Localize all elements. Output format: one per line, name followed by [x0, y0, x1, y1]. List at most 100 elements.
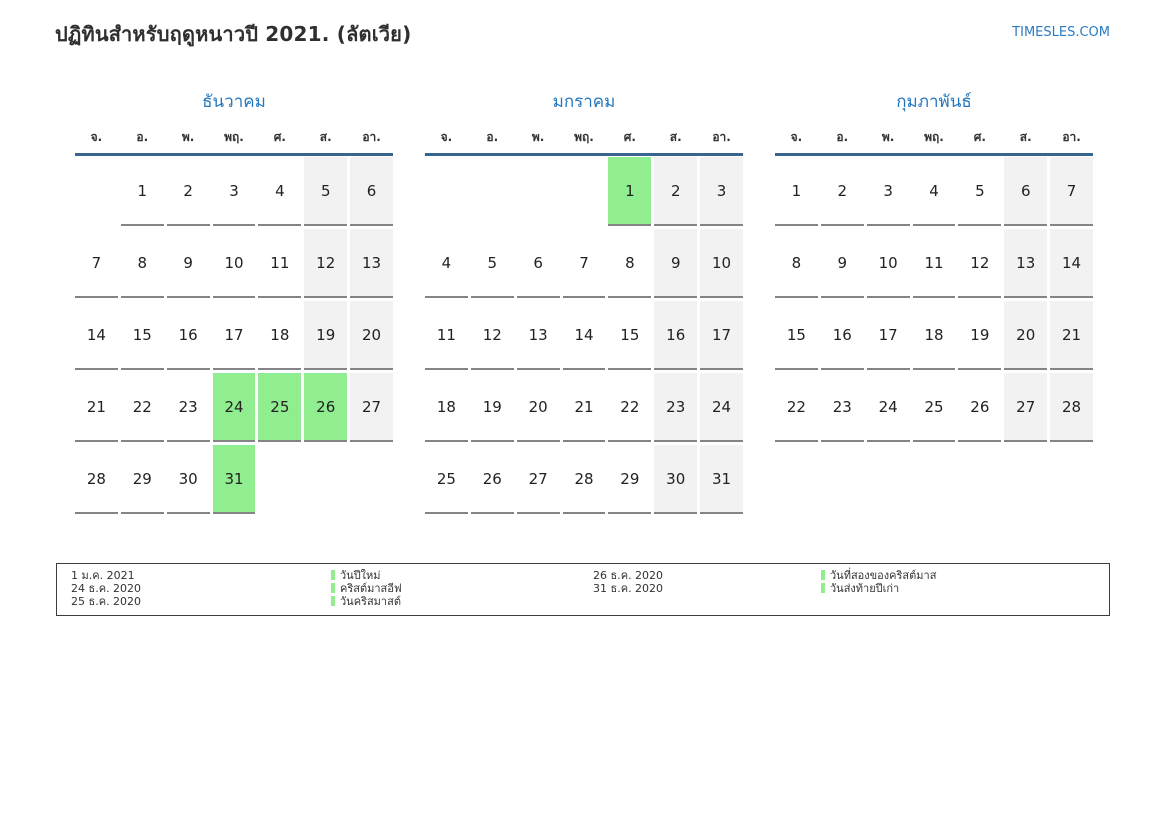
legend-date: 26 ธ.ค. 2020 — [593, 569, 664, 582]
day-cell: 10 — [212, 229, 256, 298]
day-cell: 13 — [516, 301, 560, 370]
legend-holiday-label: วันส่งท้ายปีเก่า — [830, 582, 900, 595]
day-cell: 9 — [166, 229, 210, 298]
day-cell: 24 — [212, 373, 256, 442]
day-cell: 31 — [700, 445, 743, 514]
weekday-label: ส. — [1019, 130, 1032, 144]
day-cell: 31 — [212, 445, 256, 514]
day-cell: 7 — [562, 229, 606, 298]
weekday-label: พฤ. — [224, 130, 244, 144]
day-cell: 6 — [350, 157, 393, 226]
legend-date: 24 ธ.ค. 2020 — [71, 582, 142, 595]
weekday-label: จ. — [790, 130, 803, 144]
legend-group: 26 ธ.ค. 2020 วันที่สองของคริสต์มาส 31 ธ.ค.… — [593, 569, 936, 595]
day-cell: 5 — [470, 229, 514, 298]
legend-date: 1 ม.ค. 2021 — [71, 569, 135, 582]
day-cell: 8 — [120, 229, 164, 298]
weekday-label: พฤ. — [574, 130, 594, 144]
weekday-header-row: จ. อ. พ. พฤ. ศ. ส. อา. — [775, 128, 1093, 147]
legend-holiday-label: คริสต์มาสอีฟ — [340, 582, 402, 595]
day-cell: 26 — [958, 373, 1002, 442]
day-cell: 27 — [350, 373, 393, 442]
legend-date: 31 ธ.ค. 2020 — [593, 582, 664, 595]
day-cell: 21 — [562, 373, 606, 442]
month-title: ธันวาคม — [202, 92, 266, 112]
month-title: มกราคม — [552, 92, 616, 112]
day-cell: 16 — [654, 301, 698, 370]
day-cell: 29 — [608, 445, 652, 514]
day-cell: 3 — [212, 157, 256, 226]
legend-group: 1 ม.ค. 2021 วันปีใหม่ 24 ธ.ค. 2020 คริสต์มา… — [71, 569, 593, 608]
calendars-row: ธันวาคม จ. อ. พ. พฤ. ศ. ส. อา. 1 2 3 4 5 6 7 8 9 10 11 12 13… — [75, 88, 1169, 514]
day-cell: 25 — [258, 373, 302, 442]
day-cell: 15 — [775, 301, 818, 370]
site-link[interactable]: TIMESLES.COM — [1012, 25, 1110, 40]
day-cell: 25 — [912, 373, 956, 442]
day-cell: 8 — [608, 229, 652, 298]
weekday-label: พฤ. — [924, 130, 944, 144]
month-title: กุมภาพันธ์ — [896, 92, 972, 112]
day-cell: 10 — [866, 229, 910, 298]
day-cell: 28 — [75, 445, 118, 514]
day-cell: 15 — [120, 301, 164, 370]
legend-holiday-label: วันคริสมาสต์ — [340, 595, 401, 608]
day-cell: 13 — [1004, 229, 1048, 298]
day-cell: 14 — [1050, 229, 1093, 298]
day-cell: 17 — [866, 301, 910, 370]
day-cell: 22 — [608, 373, 652, 442]
day-cell: 17 — [212, 301, 256, 370]
day-cell: 30 — [654, 445, 698, 514]
day-cell: 24 — [866, 373, 910, 442]
legend-holiday-name: คริสต์มาสอีฟ — [331, 582, 593, 595]
day-cell: 14 — [562, 301, 606, 370]
weekday-label: ศ. — [973, 130, 986, 144]
weekday-label: จ. — [90, 130, 103, 144]
day-cell: 26 — [470, 445, 514, 514]
day-cell: 19 — [958, 301, 1002, 370]
day-cell: 9 — [654, 229, 698, 298]
day-cell: 23 — [820, 373, 864, 442]
day-cell: 4 — [912, 157, 956, 226]
holiday-marker-icon — [331, 570, 335, 580]
weekday-label: อา. — [1062, 130, 1081, 144]
weekday-underline — [425, 153, 743, 156]
holiday-marker-icon — [821, 570, 825, 580]
weekday-label: พ. — [181, 130, 195, 144]
holiday-marker-icon — [821, 583, 825, 593]
day-cell: 27 — [1004, 373, 1048, 442]
day-grid: 1 2 3 4 5 6 7 8 9 10 11 12 13 14 15 16 17 18 19 20 21 22 23 24 2… — [425, 157, 743, 514]
day-cell: 23 — [166, 373, 210, 442]
weekday-label: อ. — [836, 130, 849, 144]
day-cell: 18 — [258, 301, 302, 370]
day-grid: 1 2 3 4 5 6 7 8 9 10 11 12 13 14 15 16 17 18 19 20 21 22 23 24 2… — [75, 157, 393, 514]
holiday-marker-icon — [331, 596, 335, 606]
day-cell: 14 — [75, 301, 118, 370]
day-cell: 16 — [166, 301, 210, 370]
weekday-header-row: จ. อ. พ. พฤ. ศ. ส. อา. — [75, 128, 393, 147]
day-cell: 21 — [1050, 301, 1093, 370]
weekday-underline — [75, 153, 393, 156]
day-cell: 29 — [120, 445, 164, 514]
legend-holiday-label: วันที่สองของคริสต์มาส — [830, 569, 937, 582]
day-cell: 6 — [516, 229, 560, 298]
day-cell: 11 — [912, 229, 956, 298]
legend-holiday-label: วันปีใหม่ — [340, 569, 381, 582]
day-cell-empty — [563, 157, 606, 226]
day-cell-empty — [471, 157, 514, 226]
weekday-label: ส. — [319, 130, 332, 144]
day-cell: 2 — [166, 157, 210, 226]
day-cell: 17 — [700, 301, 743, 370]
day-cell-empty — [75, 157, 118, 226]
weekday-label: ศ. — [273, 130, 286, 144]
day-cell: 24 — [700, 373, 743, 442]
day-cell: 18 — [912, 301, 956, 370]
day-cell-empty — [350, 445, 393, 514]
day-cell: 10 — [700, 229, 743, 298]
day-cell: 26 — [304, 373, 348, 442]
weekday-label: อา. — [712, 130, 731, 144]
holiday-legend: 1 ม.ค. 2021 วันปีใหม่ 24 ธ.ค. 2020 คริสต์มา… — [56, 563, 1110, 616]
weekday-label: จ. — [440, 130, 453, 144]
weekday-label: อ. — [136, 130, 149, 144]
day-cell: 5 — [304, 157, 348, 226]
day-cell-empty — [258, 445, 301, 514]
